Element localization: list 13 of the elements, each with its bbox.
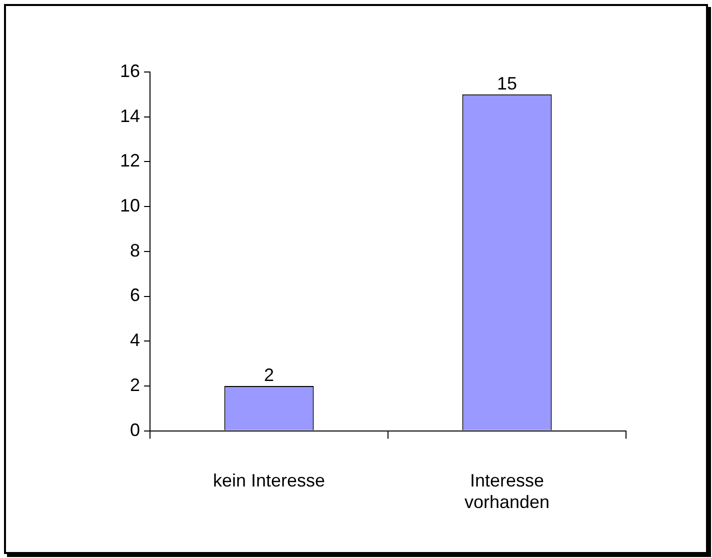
y-tick-label: 4 bbox=[130, 330, 140, 350]
x-tick-label: Interesse vorhanden bbox=[464, 470, 550, 512]
x-tick-label: kein Interesse bbox=[212, 470, 326, 491]
y-tick-label: 6 bbox=[130, 285, 140, 306]
y-tick-label: 14 bbox=[120, 106, 140, 126]
y-tick-label: 16 bbox=[120, 60, 140, 81]
y-tick-label: 0 bbox=[130, 420, 140, 440]
y-tick-label: 2 bbox=[130, 374, 140, 395]
y-tick-label: 12 bbox=[120, 150, 140, 171]
data-label: 2 bbox=[264, 364, 274, 385]
data-label: 15 bbox=[496, 73, 518, 94]
y-tick-label: 8 bbox=[130, 240, 140, 260]
y-tick-label: 10 bbox=[120, 196, 140, 216]
